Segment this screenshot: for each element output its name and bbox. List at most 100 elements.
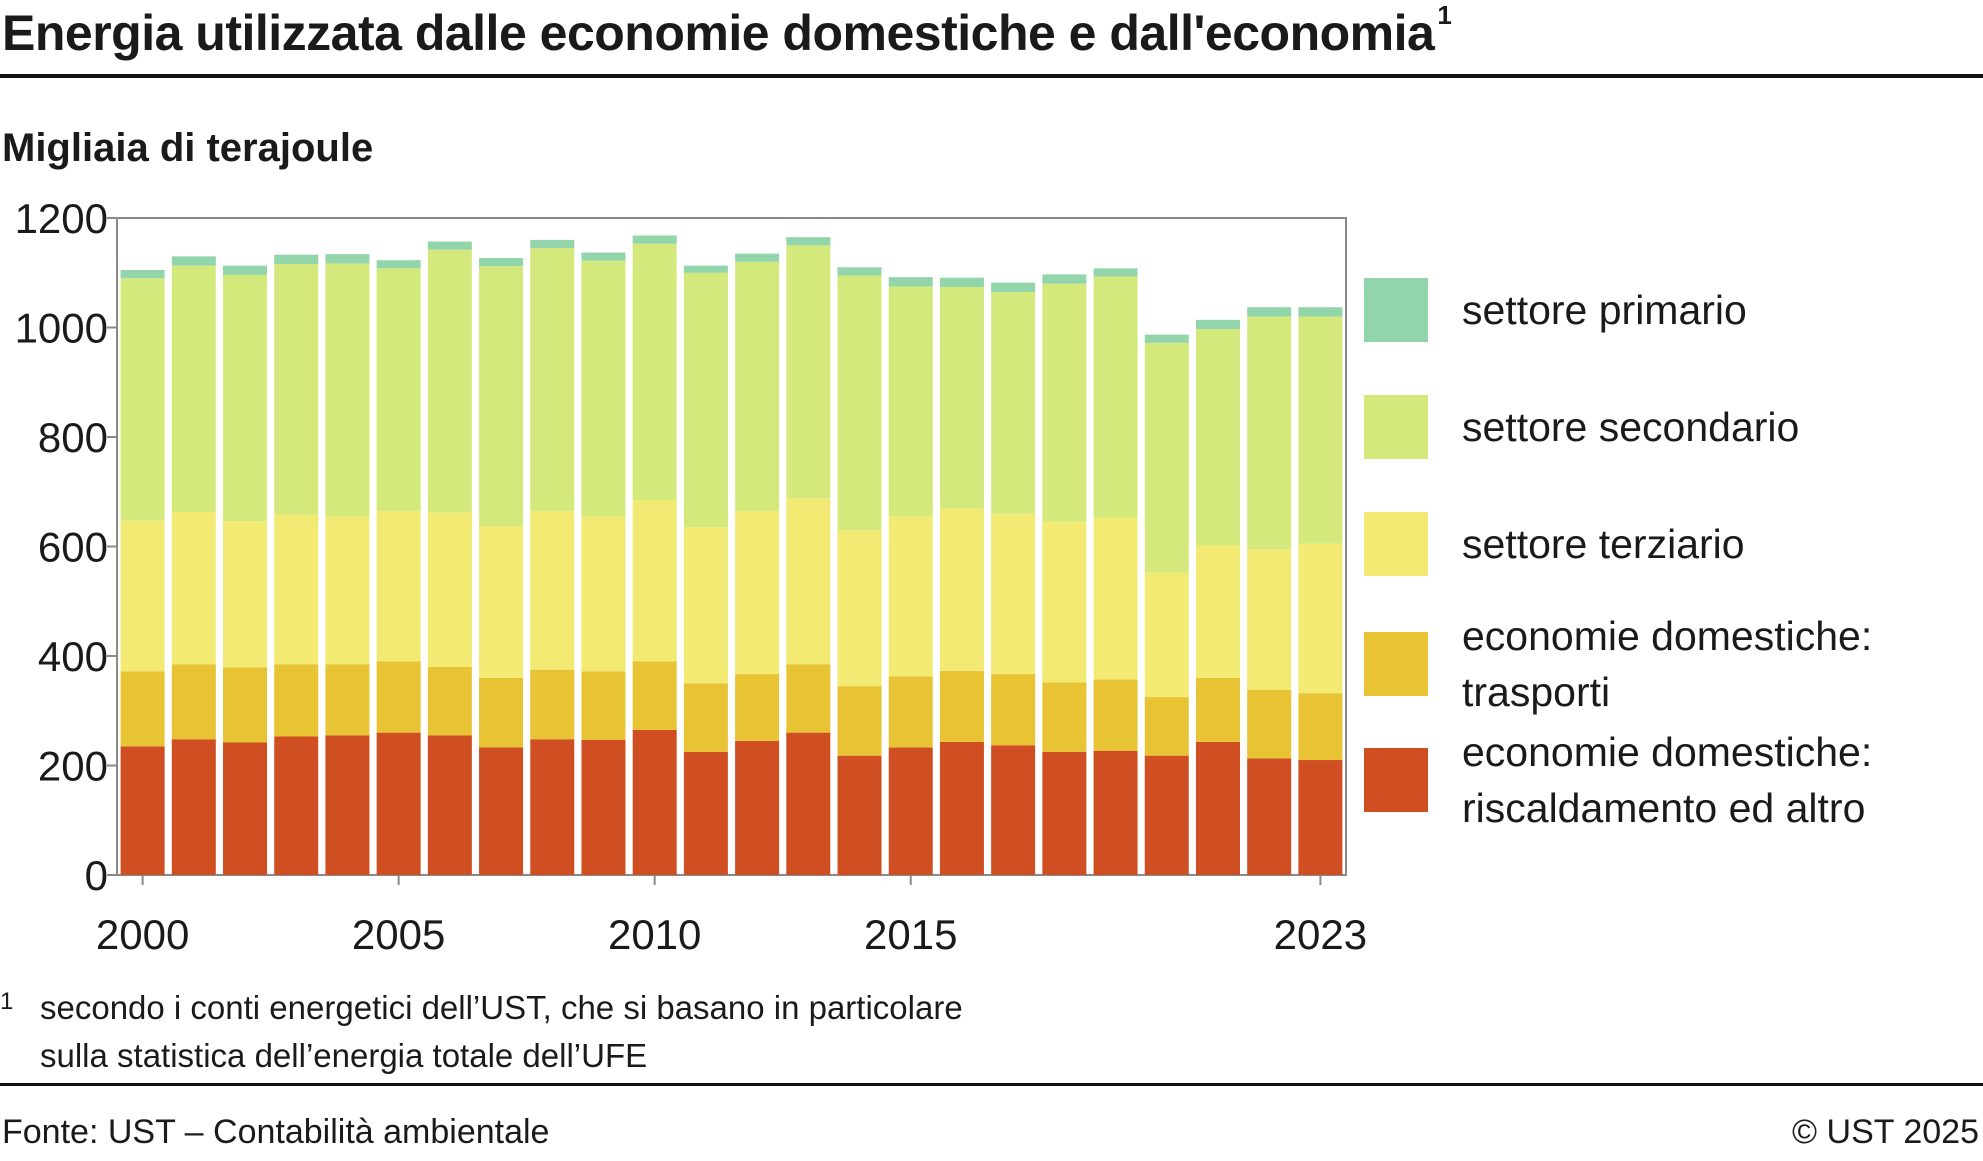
bar-segment-2003-s1 <box>274 664 319 737</box>
bar-segment-2007-s4 <box>479 257 524 267</box>
y-tick-label: 1000 <box>15 305 108 352</box>
bar-segment-2009-s0 <box>581 739 626 875</box>
bar-segment-2022-s3 <box>1247 316 1292 550</box>
bar-segment-2003-s0 <box>274 736 319 875</box>
bar-segment-2018-s2 <box>1042 521 1087 683</box>
bar-segment-2012-s1 <box>735 674 780 741</box>
bar-segment-2017-s0 <box>991 745 1036 875</box>
bar-segment-2002-s2 <box>223 521 268 668</box>
bar-segment-2015-s2 <box>888 516 933 677</box>
bar-segment-2022-s1 <box>1247 689 1292 759</box>
bar-segment-2012-s0 <box>735 740 780 875</box>
bar-segment-2009-s4 <box>581 252 626 261</box>
bar-segment-2000-s2 <box>120 520 165 672</box>
bar-segment-2014-s1 <box>837 686 882 756</box>
bar-segment-2011-s1 <box>683 683 728 752</box>
legend-item-settore-primario: settore primario <box>1364 278 1747 342</box>
bar-segment-2006-s2 <box>427 512 472 667</box>
bar-segment-2002-s3 <box>223 274 268 522</box>
x-tick-label: 2015 <box>864 911 957 958</box>
bar-segment-2003-s2 <box>274 514 319 665</box>
bar-segment-2018-s0 <box>1042 751 1087 875</box>
bar-segment-2010-s2 <box>632 499 677 662</box>
bar-segment-2015-s1 <box>888 676 933 748</box>
x-tick-label: 2010 <box>608 911 701 958</box>
legend-label-settore-terziario: settore terziario <box>1462 521 1745 567</box>
y-tick-label: 200 <box>38 743 108 790</box>
bar-segment-2001-s2 <box>171 512 216 665</box>
legend-swatch-settore-primario <box>1364 278 1428 342</box>
bar-segment-2019-s1 <box>1093 679 1138 751</box>
bar-segment-2017-s2 <box>991 513 1036 675</box>
legend-swatch-trasporti <box>1364 632 1428 696</box>
bar-segment-2012-s4 <box>735 253 780 262</box>
bar-segment-2016-s2 <box>939 508 984 671</box>
bar-segment-2000-s0 <box>120 746 165 875</box>
y-tick-label: 0 <box>85 852 108 899</box>
bar-segment-2019-s3 <box>1093 276 1138 518</box>
bar-segment-2011-s0 <box>683 751 728 875</box>
bar-segment-2002-s0 <box>223 742 268 875</box>
bar-segment-2011-s2 <box>683 527 728 684</box>
bar-segment-2003-s4 <box>274 254 319 264</box>
bar-segment-2021-s3 <box>1195 329 1240 546</box>
bar-segment-2017-s3 <box>991 291 1036 514</box>
bar-segment-2013-s1 <box>786 664 831 733</box>
source-label: Fonte: UST – Contabilità ambientale <box>2 1113 550 1151</box>
bar-segment-2007-s3 <box>479 266 524 527</box>
bar-segment-2007-s0 <box>479 747 524 875</box>
y-tick-label: 600 <box>38 524 108 571</box>
bar-segment-2020-s4 <box>1144 334 1189 343</box>
bar-segment-2007-s1 <box>479 677 524 748</box>
legend-label-trasporti: economie domestiche: trasporti <box>1462 613 1873 715</box>
bar-segment-2011-s3 <box>683 272 728 528</box>
bar-segment-2016-s4 <box>939 277 984 287</box>
bar-segment-2022-s0 <box>1247 758 1292 875</box>
bar-segment-2006-s0 <box>427 735 472 875</box>
bar-segment-2001-s3 <box>171 265 216 513</box>
bar-segment-2019-s2 <box>1093 517 1138 680</box>
y-tick-label: 1200 <box>15 195 108 242</box>
bar-segment-2008-s2 <box>530 510 575 670</box>
y-tick-label: 800 <box>38 414 108 461</box>
bar-segment-2009-s3 <box>581 260 626 517</box>
bar-segment-2012-s3 <box>735 261 780 511</box>
bar-segment-2023-s2 <box>1298 543 1343 694</box>
bar-segment-2016-s1 <box>939 670 984 742</box>
bar-segment-2018-s4 <box>1042 274 1087 284</box>
bar-segment-2021-s2 <box>1195 545 1240 678</box>
chart-title: Energia utilizzata dalle economie domest… <box>2 0 1452 62</box>
bar-segment-2005-s2 <box>376 510 421 662</box>
bar-segment-2004-s4 <box>325 254 370 264</box>
footnote-mark: 1 <box>0 988 14 1015</box>
x-tick-label: 2000 <box>96 911 189 958</box>
bar-segment-2010-s0 <box>632 729 677 875</box>
chart-title-text: Energia utilizzata dalle economie domest… <box>2 5 1435 61</box>
y-tick-label: 400 <box>38 633 108 680</box>
bar-segment-2013-s0 <box>786 732 831 875</box>
bar-segment-2014-s4 <box>837 267 882 276</box>
bar-segment-2005-s1 <box>376 661 421 733</box>
bar-segment-2016-s3 <box>939 286 984 509</box>
bar-segment-2013-s3 <box>786 245 831 499</box>
x-tick-label: 2005 <box>352 911 445 958</box>
bar-segment-2014-s2 <box>837 530 882 687</box>
bar-segment-2005-s0 <box>376 732 421 875</box>
bar-segment-2010-s1 <box>632 661 677 730</box>
bar-segment-2002-s4 <box>223 265 268 275</box>
bar-segment-2000-s4 <box>120 270 165 279</box>
bar-segment-2005-s3 <box>376 268 421 511</box>
bar-segment-2020-s3 <box>1144 342 1189 573</box>
bar-segment-2007-s2 <box>479 526 524 678</box>
bar-segment-2019-s4 <box>1093 268 1138 277</box>
bar-segment-2014-s3 <box>837 275 882 531</box>
bar-segment-2015-s3 <box>888 286 933 517</box>
bar-segment-2008-s1 <box>530 669 575 740</box>
bar-segment-2008-s0 <box>530 739 575 875</box>
bar-segment-2015-s0 <box>888 747 933 875</box>
title-rule <box>0 74 1983 78</box>
bar-segment-2006-s1 <box>427 666 472 736</box>
bar-segment-2013-s4 <box>786 237 831 246</box>
bar-segment-2010-s4 <box>632 235 677 244</box>
